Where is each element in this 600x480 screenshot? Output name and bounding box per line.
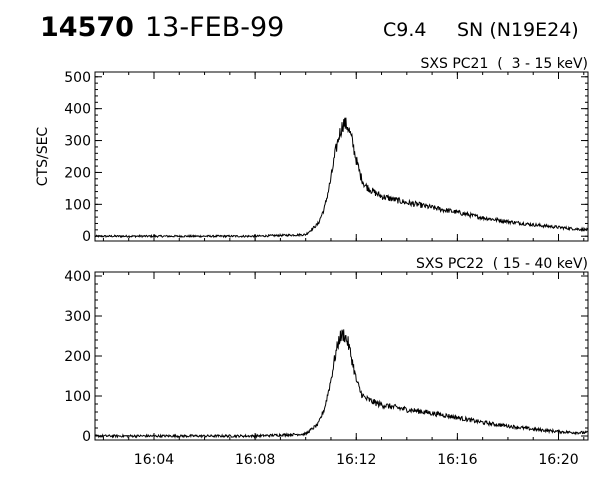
- count-rate-line: [95, 329, 588, 440]
- event-id: 14570: [40, 12, 134, 43]
- y-tick-label: 300: [64, 134, 91, 150]
- y-tick-label: 400: [64, 102, 91, 118]
- x-tick-label: 16:16: [437, 452, 477, 468]
- plot-frame: [94, 71, 589, 242]
- y-tick-label: 0: [82, 229, 91, 245]
- y-tick-label: 100: [64, 389, 91, 405]
- y-tick-label: 200: [64, 165, 91, 181]
- flare-location: SN (N19E24): [457, 19, 579, 41]
- panel-title: SXS PC21 ( 3 - 15 keV): [421, 56, 589, 72]
- x-tick-label: 16:20: [538, 452, 578, 468]
- x-tick-label: 16:12: [336, 452, 376, 468]
- y-tick-label: 100: [64, 197, 91, 213]
- y-tick-label: 500: [64, 70, 91, 86]
- count-rate-line: [94, 117, 588, 239]
- y-axis-label: CTS/SEC: [35, 127, 51, 187]
- plot-frame: [94, 271, 589, 441]
- y-tick-label: 0: [82, 429, 91, 445]
- x-tick-label: 16:04: [134, 452, 174, 468]
- flare-class: C9.4: [383, 19, 427, 41]
- x-tick-label: 16:08: [235, 452, 275, 468]
- y-tick-label: 200: [64, 349, 91, 365]
- panel-title: SXS PC22 ( 15 - 40 keV): [416, 256, 588, 272]
- y-tick-label: 300: [64, 309, 91, 325]
- event-date: 13-FEB-99: [145, 12, 285, 43]
- y-tick-label: 400: [64, 269, 91, 285]
